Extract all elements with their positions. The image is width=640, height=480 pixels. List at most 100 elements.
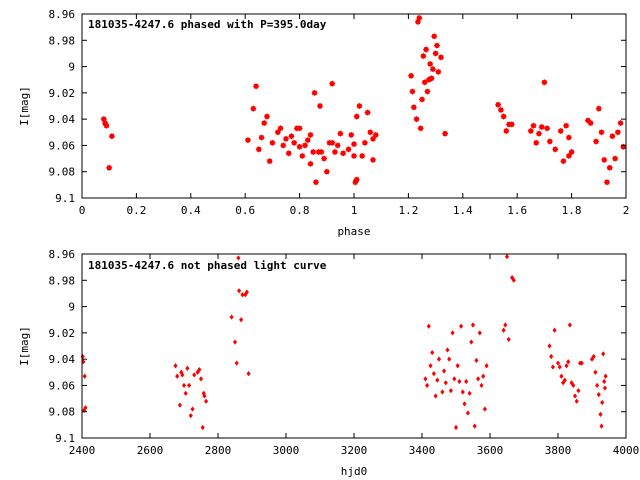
unphased-data-point [469,339,474,345]
phased-data-point [258,134,265,141]
phased-data-point [301,142,309,149]
unphased-data-point [426,323,431,329]
phased-data-point [421,79,428,86]
phased-data-point [535,130,543,137]
phased-x-tick-label: 2 [623,204,630,217]
unphased-x-tick-label: 3800 [545,444,572,457]
phased-data-point [252,83,260,90]
unphased-data-point [603,373,608,379]
unphased-data-point [455,363,460,369]
unphased-data-point [555,360,561,366]
unphased-data-point [447,356,452,362]
unphased-data-point [569,380,574,386]
phased-x-tick-label: 1.6 [507,204,527,217]
unphased-data-point [457,378,462,385]
unphased-data-point [200,424,205,431]
phased-data-point [329,80,336,87]
unphased-y-tick-label: 9.02 [49,327,76,340]
unphased-data-point [190,406,195,412]
phased-data-point [595,105,602,112]
phased-data-point [533,139,540,146]
phased-data-point [435,68,442,76]
phased-data-point [311,89,318,97]
phased-data-point [288,133,295,140]
phased-data-point [543,125,551,132]
unphased-data-point [453,424,459,431]
unphased-data-point [562,377,567,383]
unphased-data-point [187,382,192,389]
phased-data-point [614,129,622,136]
phased-data-point [299,152,306,160]
phased-data-point [418,96,426,103]
unphased-data-point [175,373,180,379]
unphased-data-point [510,275,515,281]
unphased-data-point [452,376,457,382]
phased-data-point [592,138,600,145]
unphased-data-point [601,351,606,357]
unphased-data-point [595,382,600,389]
unphased-x-tick-label: 3400 [409,444,436,457]
unphased-data-point [460,389,465,395]
phased-x-tick-label: 0.8 [290,204,310,217]
unphased-data-point [188,413,193,419]
phased-data-point [541,79,548,86]
phased-data-point [304,136,311,144]
phased-data-point [609,133,616,140]
phased-data-point [587,119,594,127]
phased-data-point [244,136,252,144]
phased-data-point [296,143,303,150]
phased-x-tick-label: 1 [351,204,358,217]
unphased-data-point [557,364,562,370]
unphased-y-tick-label: 8.96 [49,248,76,261]
unphased-data-point [440,389,445,395]
phased-x-tick-label: 1.4 [453,204,473,217]
phased-data-point [334,142,341,149]
unphased-data-point [574,398,579,404]
unphased-data-point [503,322,508,328]
phased-data-point [350,152,358,160]
phased-data-point [606,164,613,171]
unphased-data-point [472,423,477,429]
unphased-data-point [600,399,605,406]
phased-data-point [565,134,573,141]
phased-x-tick-label: 0.6 [235,204,255,217]
phased-data-point [356,102,363,110]
unphased-data-point [433,393,438,399]
phased-data-point [562,122,570,129]
phased-data-point [497,106,505,114]
unphased-data-point [579,360,584,366]
unphased-x-axis-ticks: 2400 2600 2800 3000 3200 3400 3600 3800 4000 [69,254,639,457]
phased-data-point [277,125,284,132]
unphased-y-tick-label: 9.04 [49,353,76,366]
unphased-data-point [550,364,555,370]
phased-x-tick-label: 0.4 [181,204,201,217]
phased-chart-title: 181035-4247.6 phased with P=395.0day [88,18,327,31]
unphased-data-point [180,372,185,378]
phased-data-point [307,131,314,139]
phased-data-point [611,155,619,162]
unphased-data-point [459,323,464,329]
phased-data-point [345,146,352,153]
phased-data-point [546,138,554,145]
phased-data-point [422,46,430,53]
unphased-data-point [566,359,571,365]
phased-data-point [263,113,271,120]
phased-data-point [508,121,515,128]
unphased-data-point [602,378,607,385]
phased-data-point [617,119,624,127]
unphased-light-curve-panel: 2400 2600 2800 3000 3200 3400 3600 3800 4000 8.9… [18,248,639,478]
phased-y-tick-label: 9.06 [49,139,76,152]
phased-data-point [310,148,317,156]
phased-data-point [353,176,360,183]
unphased-chart-title: 181035-4247.6 not phased light curve [88,259,327,272]
phased-data-point [290,139,298,146]
unphased-data-point [229,314,234,320]
phased-data-point [413,115,420,123]
unphased-data-point [559,373,564,379]
unphased-data-point [430,349,435,356]
unphased-data-point [448,388,453,394]
phased-data-point [282,135,290,143]
phased-data-point [437,54,445,61]
unphased-data-point [591,353,596,360]
